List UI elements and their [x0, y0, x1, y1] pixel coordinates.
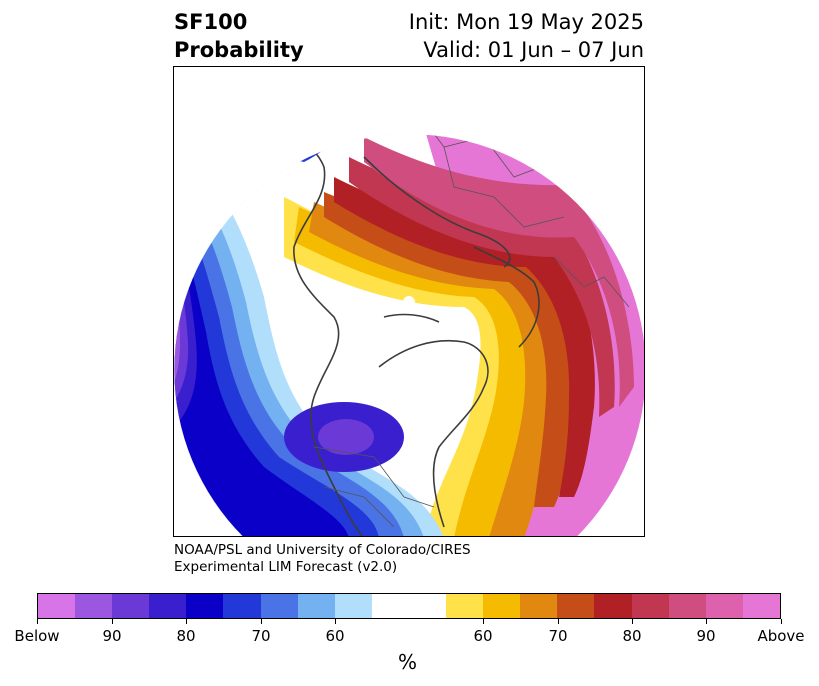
- below-85-band: [174, 207, 349, 536]
- colorbar-segment: [38, 594, 76, 618]
- pole-hole: [403, 296, 415, 308]
- colorbar: [37, 593, 781, 619]
- coastlines: [258, 134, 540, 536]
- colorbar-tick-label: 80: [176, 627, 196, 645]
- colorbar-segment: [483, 594, 521, 618]
- colorbar-tick: [186, 619, 187, 624]
- colorbar-segment: [446, 594, 484, 618]
- probability-field: [174, 134, 644, 536]
- variable-title: SF100: [174, 10, 248, 34]
- colorbar-segment: [668, 594, 706, 618]
- colorbar-tick-label: 90: [102, 627, 122, 645]
- colorbar-tick-label: 80: [622, 627, 642, 645]
- below-low-core: [318, 419, 374, 455]
- colorbar-segment: [594, 594, 632, 618]
- above-75-band: [309, 202, 558, 536]
- map-panel: [173, 66, 645, 537]
- colorbar-segment: [297, 594, 335, 618]
- colorbar-segment: [557, 594, 595, 618]
- colorbar-tick-label: 60: [473, 627, 493, 645]
- colorbar-tick: [335, 619, 336, 624]
- colorbar-segment: [705, 594, 743, 618]
- below-north-core: [292, 134, 354, 139]
- colorbar-tick: [261, 619, 262, 624]
- colorbar-unit: %: [398, 650, 418, 674]
- colorbar-segment: [223, 594, 261, 618]
- colorbar-segment: [260, 594, 298, 618]
- colorbar-tick-label: Below: [14, 627, 60, 645]
- above-80-band: [324, 192, 576, 507]
- credit-line-2: Experimental LIM Forecast (v2.0): [174, 559, 398, 575]
- colorbar-tick: [632, 619, 633, 624]
- colorbar-segment: [112, 594, 150, 618]
- colorbar-tick: [483, 619, 484, 624]
- colorbar-tick: [558, 619, 559, 624]
- init-date: Init: Mon 19 May 2025: [408, 10, 644, 34]
- credit-line-1: NOAA/PSL and University of Colorado/CIRE…: [174, 542, 471, 558]
- colorbar-segment: [371, 594, 409, 618]
- colorbar-tick-label: 90: [696, 627, 716, 645]
- colorbar-segment: [149, 594, 187, 618]
- colorbar-segment: [520, 594, 558, 618]
- colorbar-tick: [706, 619, 707, 624]
- colorbar-tick-label: 60: [325, 627, 345, 645]
- colorbar-segment: [334, 594, 372, 618]
- title-block-right: Init: Mon 19 May 2025 Valid: 01 Jun – 07…: [409, 8, 644, 64]
- colorbar-tick: [781, 619, 782, 624]
- colorbar-tick: [37, 619, 38, 624]
- title-block-left: SF100 Probability: [174, 8, 304, 64]
- valid-dates: Valid: 01 Jun – 07 Jun: [423, 38, 644, 62]
- colorbar-tick-label: Above: [757, 627, 805, 645]
- globe-edge: [174, 133, 644, 536]
- probability-title: Probability: [174, 38, 304, 62]
- colorbar-tick: [112, 619, 113, 624]
- colorbar-tick-label: 70: [251, 627, 271, 645]
- polar-map: [174, 133, 644, 536]
- colorbar-segment: [186, 594, 224, 618]
- country-borders: [313, 134, 630, 528]
- above-85-band: [334, 177, 595, 497]
- colorbar-segment: [75, 594, 113, 618]
- colorbar-segment: [742, 594, 780, 618]
- colorbar-segment: [631, 594, 669, 618]
- colorbar-tick-label: 70: [548, 627, 568, 645]
- credit-text: NOAA/PSL and University of Colorado/CIRE…: [174, 542, 471, 576]
- colorbar-segment: [408, 594, 447, 618]
- above-95-band: [364, 137, 634, 407]
- above-70-band: [294, 207, 542, 536]
